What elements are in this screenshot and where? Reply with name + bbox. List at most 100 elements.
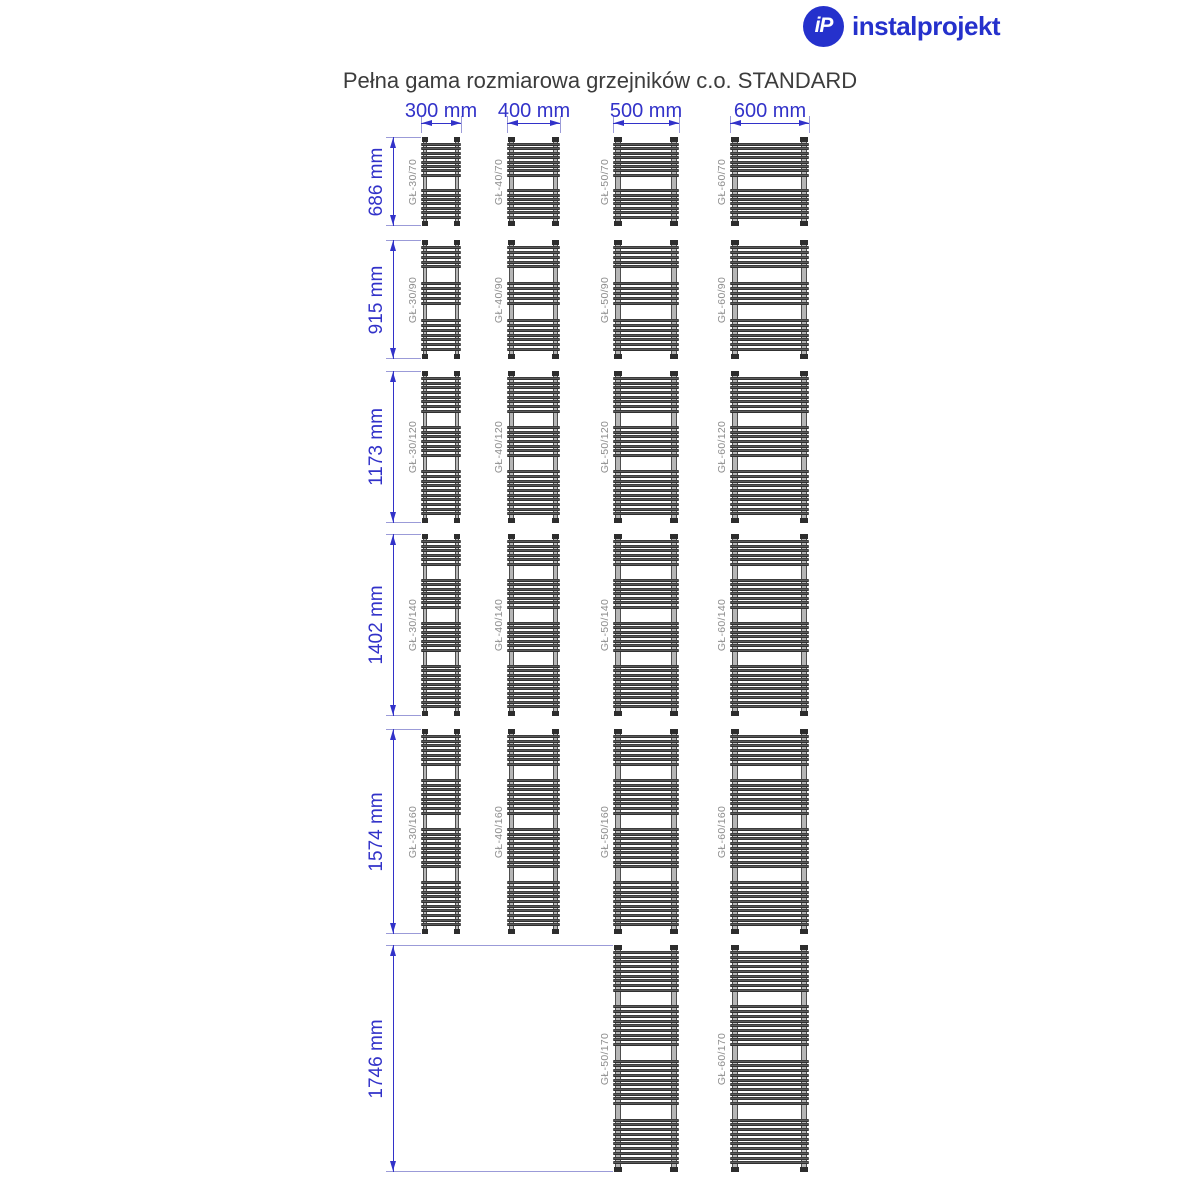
radiator-cap-bottom-left xyxy=(614,929,622,934)
radiator-tube xyxy=(507,156,560,159)
radiator-cap-bottom-left xyxy=(508,929,515,934)
radiator-tube xyxy=(613,161,679,164)
height-dim-ext-top-1746-mm xyxy=(386,945,613,946)
radiator-tube xyxy=(421,302,461,305)
radiator-cap-top-right xyxy=(454,371,460,376)
radiator-tube xyxy=(507,758,560,761)
radiator-rail-right xyxy=(671,538,677,712)
radiator-tube xyxy=(613,1102,679,1105)
radiator-tube xyxy=(421,382,461,385)
radiator-tube xyxy=(421,649,461,652)
height-dim-arrow-up-icon-1574-mm xyxy=(390,730,396,740)
radiator-tube xyxy=(507,692,560,695)
height-dim-line-1746-mm xyxy=(393,945,394,1172)
radiator-tube xyxy=(613,1142,679,1145)
radiator-tube xyxy=(730,484,809,487)
radiator-g-50-170 xyxy=(613,945,679,1172)
radiator-g-30-70 xyxy=(421,137,461,226)
radiator-tube xyxy=(421,503,461,506)
radiator-tube xyxy=(730,475,809,478)
radiator-tube xyxy=(421,644,461,647)
radiator-tube xyxy=(421,592,461,595)
radiator-tube xyxy=(507,256,560,259)
radiator-tube xyxy=(613,758,679,761)
radiator-cap-bottom-right xyxy=(800,354,808,359)
radiator-tube xyxy=(730,554,809,557)
radiator-rail-left xyxy=(509,538,514,712)
radiator-tube xyxy=(730,683,809,686)
radiator-tube xyxy=(730,426,809,429)
radiator-g-40-160 xyxy=(507,729,560,934)
radiator-tube xyxy=(421,588,461,591)
radiator-tube xyxy=(613,951,679,954)
radiator-tube xyxy=(507,554,560,557)
radiator-tube xyxy=(421,665,461,668)
radiator-tube xyxy=(613,1079,679,1082)
radiator-rail-right xyxy=(801,141,807,222)
radiator-tube xyxy=(613,669,679,672)
radiator-tube xyxy=(421,343,461,346)
radiator-tube xyxy=(421,788,461,791)
radiator-tube xyxy=(421,579,461,582)
radiator-tube xyxy=(421,498,461,501)
radiator-tube xyxy=(730,895,809,898)
radiator-tube xyxy=(613,1043,679,1046)
radiator-tube xyxy=(613,169,679,172)
radiator-tube xyxy=(421,410,461,413)
radiator-tube xyxy=(730,1152,809,1155)
radiator-tube xyxy=(507,498,560,501)
radiator-g-50-160 xyxy=(613,729,679,934)
radiator-tube xyxy=(613,343,679,346)
radiator-cap-top-right xyxy=(800,534,808,539)
radiator-g-60-160 xyxy=(730,729,809,934)
radiator-tube xyxy=(421,692,461,695)
radiator-tube xyxy=(730,669,809,672)
radiator-model-label-g-40-70: GŁ-40/70 xyxy=(493,158,505,206)
height-dim-label-686-mm: 686 mm xyxy=(366,147,387,217)
radiator-tube xyxy=(613,545,679,548)
radiator-tube xyxy=(730,678,809,681)
radiator-tube xyxy=(613,143,679,146)
height-dim-arrow-down-icon-686-mm xyxy=(390,215,396,225)
radiator-tube xyxy=(613,256,679,259)
width-dim-ext-right-500-mm xyxy=(679,116,680,133)
radiator-tube xyxy=(730,540,809,543)
radiator-tube xyxy=(507,540,560,543)
radiator-tube xyxy=(421,494,461,497)
radiator-tube xyxy=(613,914,679,917)
radiator-rail-left xyxy=(615,538,621,712)
radiator-tube xyxy=(730,784,809,787)
radiator-cap-bottom-right xyxy=(454,711,460,716)
radiator-cap-bottom-left xyxy=(614,518,622,523)
height-dim-arrow-up-icon-1746-mm xyxy=(390,946,396,956)
radiator-tube xyxy=(613,847,679,850)
radiator-g-30-120 xyxy=(421,371,461,523)
radiator-tube xyxy=(730,1102,809,1105)
radiator-tube xyxy=(507,905,560,908)
radiator-tube xyxy=(421,905,461,908)
radiator-tube xyxy=(613,622,679,625)
radiator-tube xyxy=(730,165,809,168)
radiator-tube xyxy=(613,784,679,787)
height-dim-ext-bottom-1746-mm xyxy=(386,1171,613,1172)
radiator-tube xyxy=(613,174,679,177)
radiator-tube xyxy=(730,1138,809,1141)
radiator-tube xyxy=(421,833,461,836)
radiator-tube xyxy=(507,597,560,600)
radiator-tube xyxy=(730,909,809,912)
radiator-tube xyxy=(730,508,809,511)
radiator-tube xyxy=(421,900,461,903)
radiator-tube xyxy=(613,763,679,766)
radiator-tube xyxy=(421,583,461,586)
radiator-tube xyxy=(613,802,679,805)
radiator-tube xyxy=(507,754,560,757)
radiator-tube xyxy=(613,828,679,831)
width-dim-label-500-mm: 500 mm xyxy=(609,100,683,122)
radiator-tube xyxy=(730,1069,809,1072)
radiator-tube xyxy=(613,540,679,543)
height-dim-line-1574-mm xyxy=(393,729,394,934)
radiator-tube xyxy=(421,763,461,766)
radiator-rail-right xyxy=(455,141,459,222)
radiator-cap-top-left xyxy=(614,534,622,539)
